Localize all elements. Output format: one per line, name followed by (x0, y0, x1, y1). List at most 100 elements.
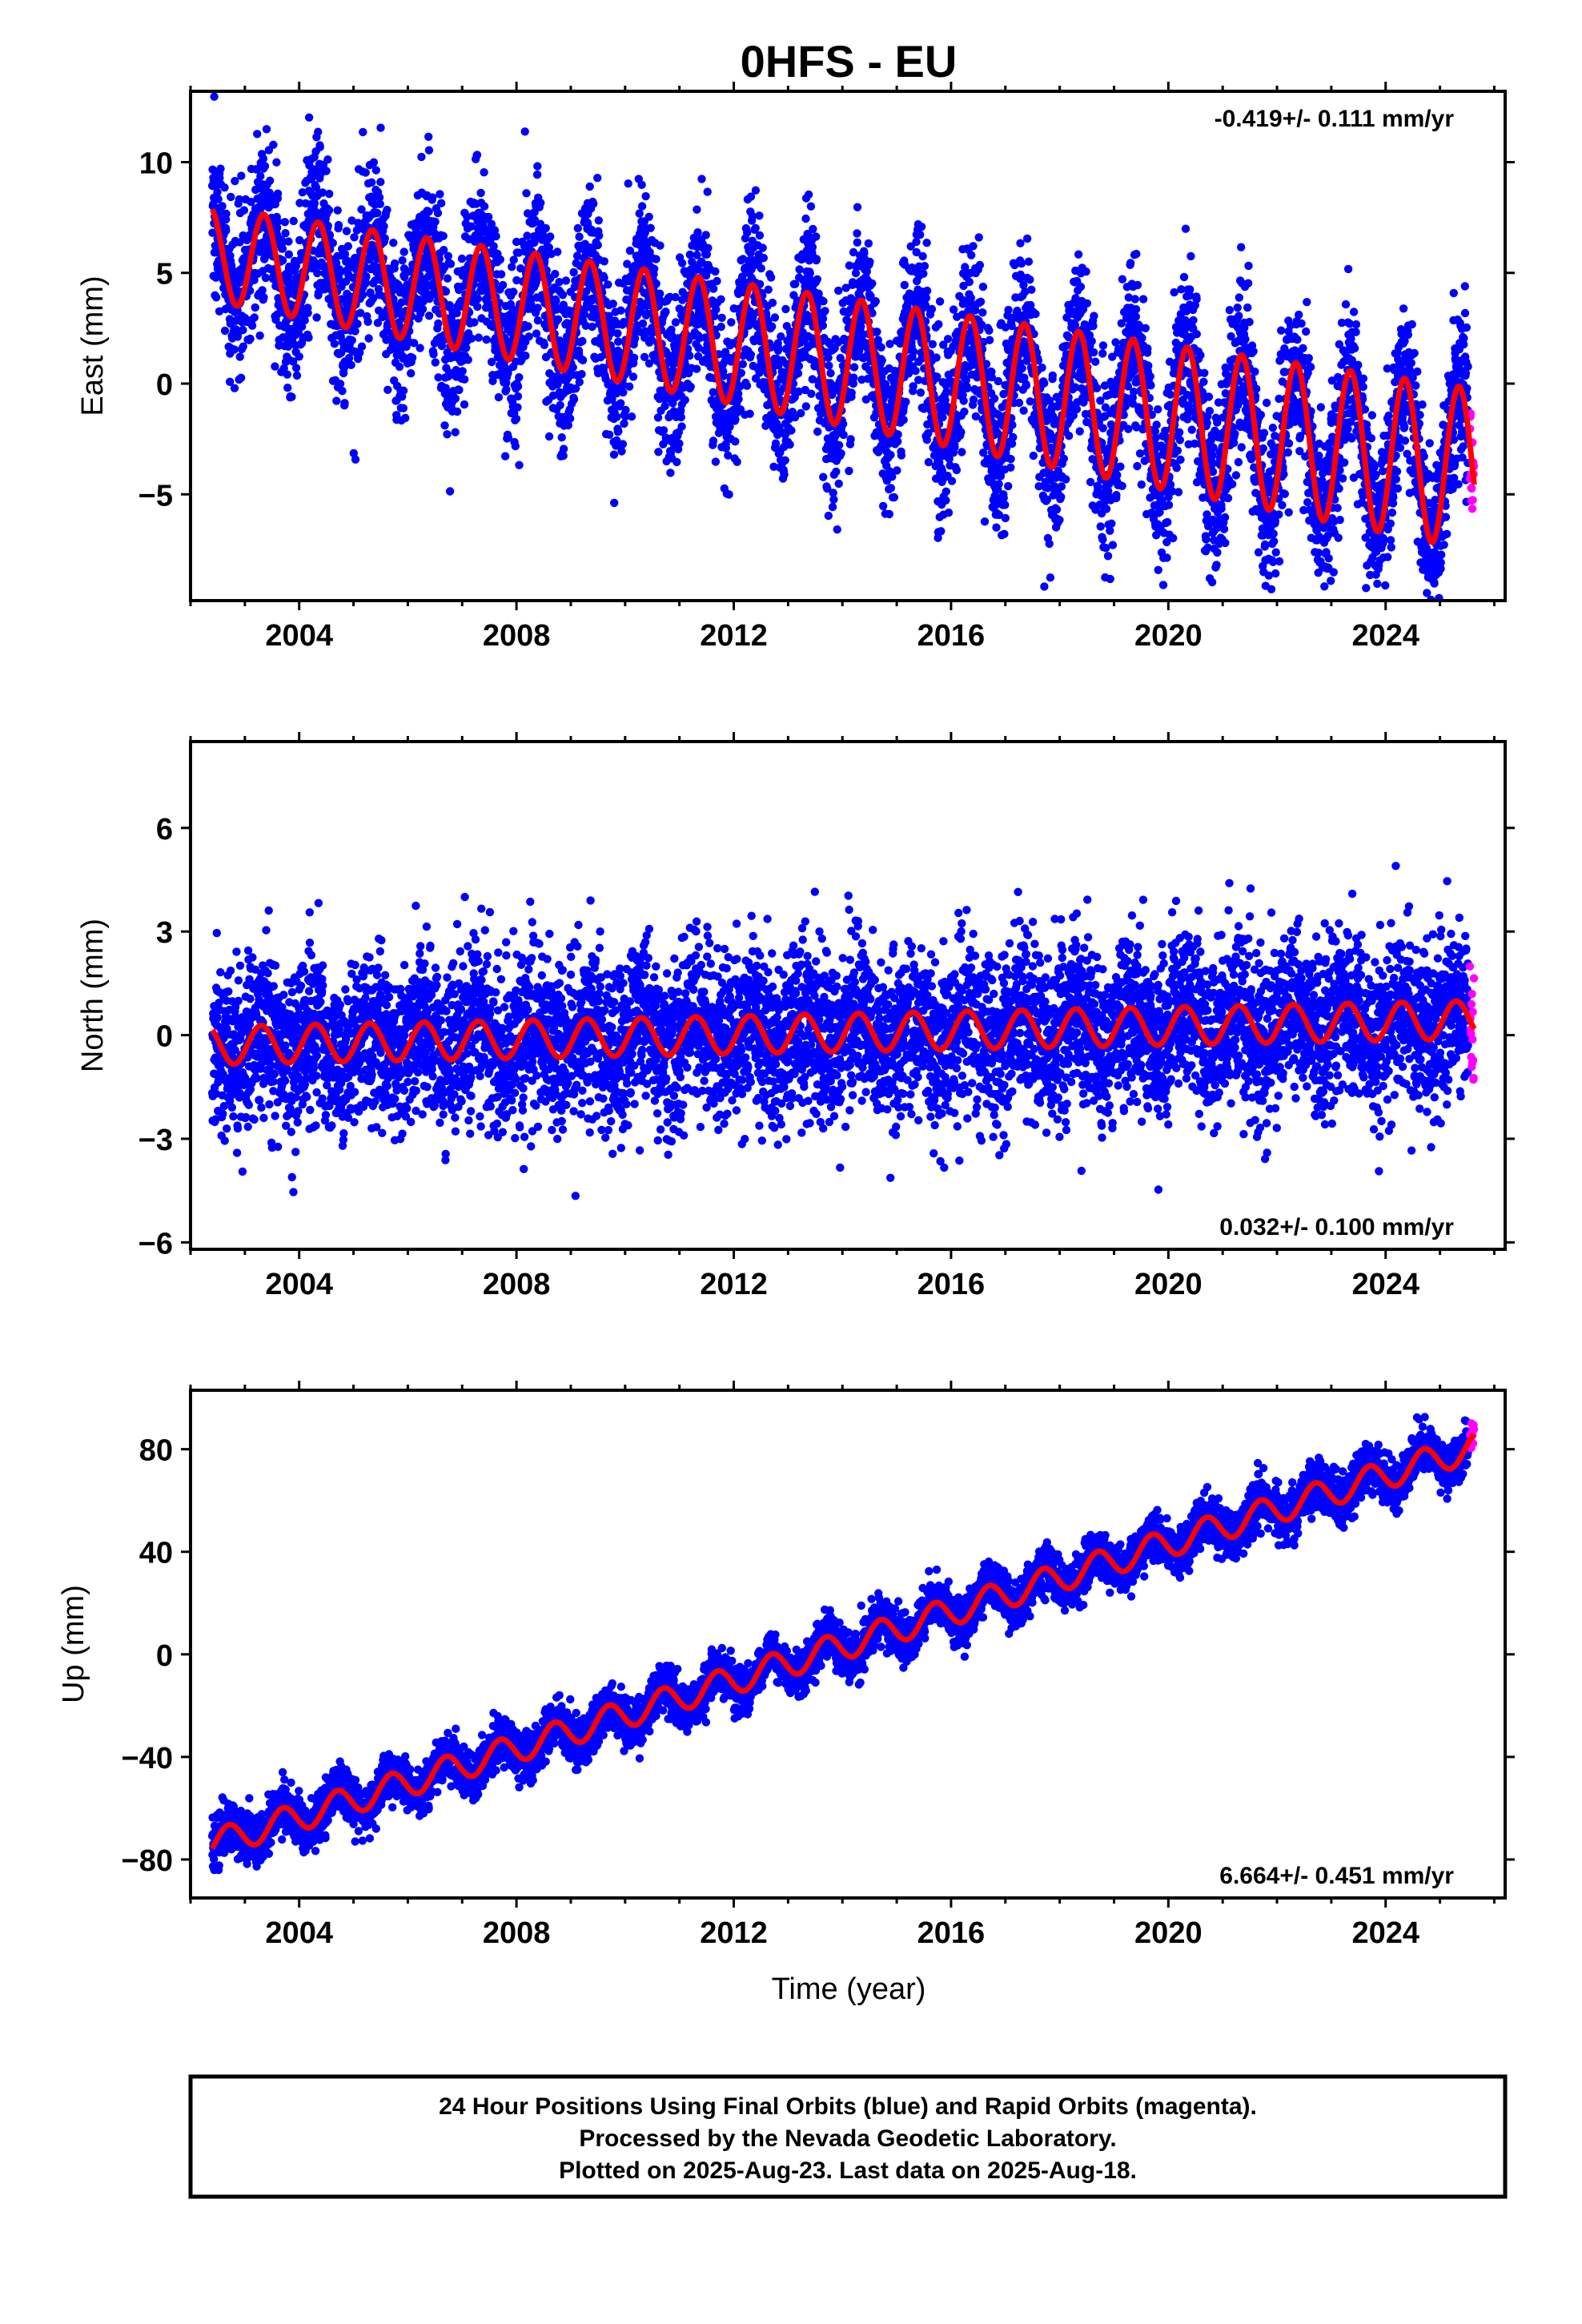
east-final-orbit-point (780, 470, 789, 479)
east-final-orbit-point (725, 490, 733, 499)
east-final-orbit-point (619, 388, 628, 397)
east-final-orbit-point (793, 369, 803, 378)
east-final-orbit-point (569, 395, 579, 404)
east-final-orbit-point (704, 243, 713, 252)
east-final-orbit-point (701, 231, 710, 239)
east-final-orbit-point (650, 264, 659, 273)
east-final-orbit-point (237, 171, 246, 180)
east-final-orbit-point (604, 280, 612, 289)
east-final-orbit-point (332, 396, 341, 405)
east-final-orbit-point (521, 352, 530, 360)
east-final-orbit-point (990, 394, 999, 403)
east-final-orbit-point (333, 206, 342, 215)
east-final-orbit-point (474, 333, 483, 342)
east-final-orbit-point (652, 255, 661, 263)
east-final-orbit-point (437, 199, 446, 207)
east-final-orbit-point (494, 392, 504, 402)
east-final-orbit-point (692, 364, 701, 373)
east-final-orbit-point (1062, 475, 1070, 484)
east-final-orbit-point (1112, 491, 1121, 500)
east-final-orbit-point (502, 385, 511, 394)
east-final-orbit-point (441, 287, 451, 296)
east-final-orbit-point (897, 451, 906, 460)
east-final-orbit-point (577, 370, 586, 379)
east-final-orbit-point (644, 212, 653, 221)
east-final-orbit-point (738, 360, 747, 368)
east-final-orbit-point (340, 250, 350, 259)
east-final-orbit-point (693, 205, 701, 214)
east-final-orbit-point (482, 335, 491, 344)
east-final-orbit-point (255, 331, 264, 340)
east-final-orbit-point (947, 476, 957, 485)
east-final-orbit-point (755, 231, 765, 240)
east-final-orbit-point (303, 308, 312, 317)
east-final-orbit-point (424, 132, 433, 141)
east-final-orbit-point (685, 352, 694, 360)
east-final-orbit-point (460, 400, 469, 409)
east-final-orbit-point (509, 287, 518, 296)
east-final-orbit-point (675, 439, 684, 448)
east-final-orbit-point (347, 360, 355, 369)
east-final-orbit-point (631, 334, 640, 343)
east-final-orbit-point (323, 221, 332, 231)
east-final-orbit-point (1075, 427, 1084, 436)
east-final-orbit-point (210, 92, 219, 101)
east-final-orbit-point (751, 223, 760, 232)
east-final-orbit-point (575, 232, 584, 241)
east-final-orbit-point (937, 527, 946, 536)
east-final-orbit-point (289, 216, 298, 226)
east-final-orbit-point (520, 127, 529, 136)
east-final-orbit-point (978, 308, 987, 317)
east-final-orbit-point (220, 183, 229, 192)
east-final-orbit-point (480, 168, 488, 177)
east-final-orbit-point (609, 450, 619, 459)
east-final-orbit-point (368, 294, 378, 303)
east-final-orbit-point (731, 437, 740, 446)
east-final-orbit-point (216, 164, 225, 173)
east-final-orbit-point (742, 381, 752, 390)
east-final-orbit-point (578, 356, 588, 364)
east-final-orbit-point (552, 296, 560, 306)
east-final-orbit-point (1019, 406, 1028, 415)
east-final-orbit-point (834, 440, 844, 450)
east-final-orbit-point (383, 385, 392, 394)
east-final-orbit-point (498, 280, 508, 290)
east-final-orbit-point (1024, 257, 1034, 266)
east-final-orbit-point (959, 396, 968, 405)
east-final-orbit-point (734, 395, 743, 404)
east-final-orbit-point (373, 319, 383, 328)
east-final-orbit-point (428, 193, 437, 202)
east-final-orbit-point (1029, 451, 1038, 460)
east-final-orbit-point (473, 302, 482, 312)
east-final-orbit-point (407, 369, 416, 378)
east-final-orbit-point (733, 457, 741, 466)
east-final-orbit-point (1107, 519, 1116, 528)
east-final-orbit-point (351, 455, 360, 464)
east-final-orbit-point (628, 372, 638, 381)
east-final-orbit-point (408, 353, 417, 362)
east-final-orbit-point (886, 450, 895, 460)
east-final-orbit-point (889, 493, 899, 502)
east-final-orbit-point (445, 487, 455, 496)
east-final-orbit-point (558, 291, 568, 300)
east-final-orbit-point (703, 187, 712, 196)
east-final-orbit-point (912, 237, 921, 247)
east-final-orbit-point (893, 466, 901, 475)
east-final-orbit-point (1038, 363, 1046, 372)
east-final-orbit-point (361, 168, 370, 177)
east-final-orbit-point (235, 238, 244, 247)
east-final-orbit-point (614, 427, 623, 436)
east-final-orbit-point (616, 306, 625, 315)
east-final-orbit-point (350, 233, 359, 242)
east-final-orbit-point (654, 448, 663, 456)
east-final-orbit-point (994, 480, 1003, 489)
east-final-orbit-point (251, 303, 259, 312)
east-final-orbit-point (821, 307, 829, 316)
east-final-orbit-point (295, 199, 304, 207)
east-final-orbit-point (877, 343, 885, 352)
east-final-orbit-point (369, 158, 379, 167)
east-final-orbit-point (759, 253, 768, 263)
east-final-orbit-point (250, 275, 259, 284)
east-final-orbit-point (801, 214, 810, 223)
east-final-orbit-point (253, 130, 262, 139)
